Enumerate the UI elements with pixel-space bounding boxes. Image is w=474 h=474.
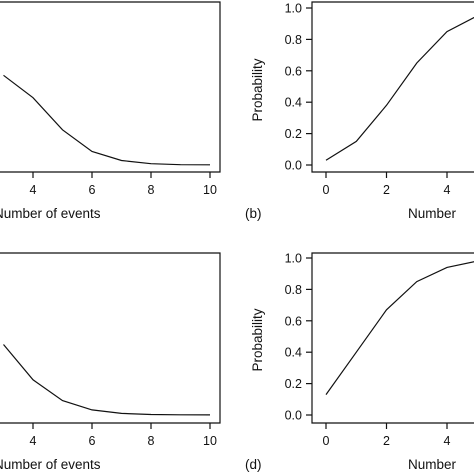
panel-b-y-axis-title: Probability (250, 58, 265, 121)
panel-a-series-line (3, 74, 211, 166)
panel-b-x-tick-label: 2 (383, 183, 390, 197)
panel-a-x-axis-title: Number of events (0, 206, 101, 221)
panel-b-series-line (325, 16, 474, 161)
panel-a-frame (0, 1, 221, 173)
panel-d: 0 2 4 0.0 0.2 0.4 0.6 0.8 1.0 Probability Numbe… (245, 252, 474, 472)
panel-d-y-tick-label: 0.2 (285, 377, 302, 391)
panel-d-y-tick-label: 0.8 (285, 283, 302, 297)
panel-b-x-axis-title: Number (408, 206, 457, 221)
panel-d-y-tick-label: 0.4 (285, 346, 302, 360)
panel-a-x-tick-label: 8 (148, 183, 155, 197)
panel-a-x-tick-label: 4 (30, 183, 37, 197)
panel-c: 4 6 8 10 Number of events (0, 252, 221, 472)
panel-c-x-tick-label: 6 (89, 434, 96, 448)
panel-a-x-tick-label: 10 (203, 183, 217, 197)
panel-d-label: (d) (245, 457, 262, 472)
panel-b-y-tick-label: 1.0 (285, 2, 302, 16)
panel-b-frame (311, 1, 474, 173)
panel-b-y-tick-label: 0.8 (285, 33, 302, 47)
panel-d-x-tick-label: 4 (444, 434, 451, 448)
panel-b-label: (b) (245, 206, 262, 221)
panel-b-y-tick-label: 0.2 (285, 127, 302, 141)
panel-d-frame (311, 252, 474, 424)
panel-d-series-line (325, 261, 474, 395)
panel-d-x-axis-title: Number (408, 457, 457, 472)
panel-d-y-tick-label: 0.0 (285, 409, 302, 423)
panel-c-x-tick-label: 10 (203, 434, 217, 448)
panel-d-x-tick-label: 0 (323, 434, 330, 448)
panel-c-frame (0, 252, 221, 424)
panel-d-x-tick-label: 2 (383, 434, 390, 448)
panel-d-y-axis-title: Probability (250, 308, 265, 371)
panel-b: 0 2 4 0.0 0.2 0.4 0.6 0.8 1.0 Probability Numbe… (245, 1, 474, 221)
panel-b-y-tick-label: 0.0 (285, 159, 302, 173)
panel-c-series-line (3, 344, 211, 416)
panel-b-y-tick-label: 0.4 (285, 96, 302, 110)
panel-a-x-tick-label: 6 (89, 183, 96, 197)
panel-b-y-tick-label: 0.6 (285, 64, 302, 78)
panel-c-x-tick-label: 4 (30, 434, 37, 448)
panel-c-x-tick-label: 8 (148, 434, 155, 448)
panel-b-x-tick-label: 4 (444, 183, 451, 197)
panel-d-y-tick-label: 1.0 (285, 252, 302, 266)
panel-c-x-axis-title: Number of events (0, 457, 101, 472)
panel-a: 4 6 8 10 Number of events (0, 1, 221, 221)
panel-d-y-tick-label: 0.6 (285, 314, 302, 328)
panel-b-x-tick-label: 0 (323, 183, 330, 197)
